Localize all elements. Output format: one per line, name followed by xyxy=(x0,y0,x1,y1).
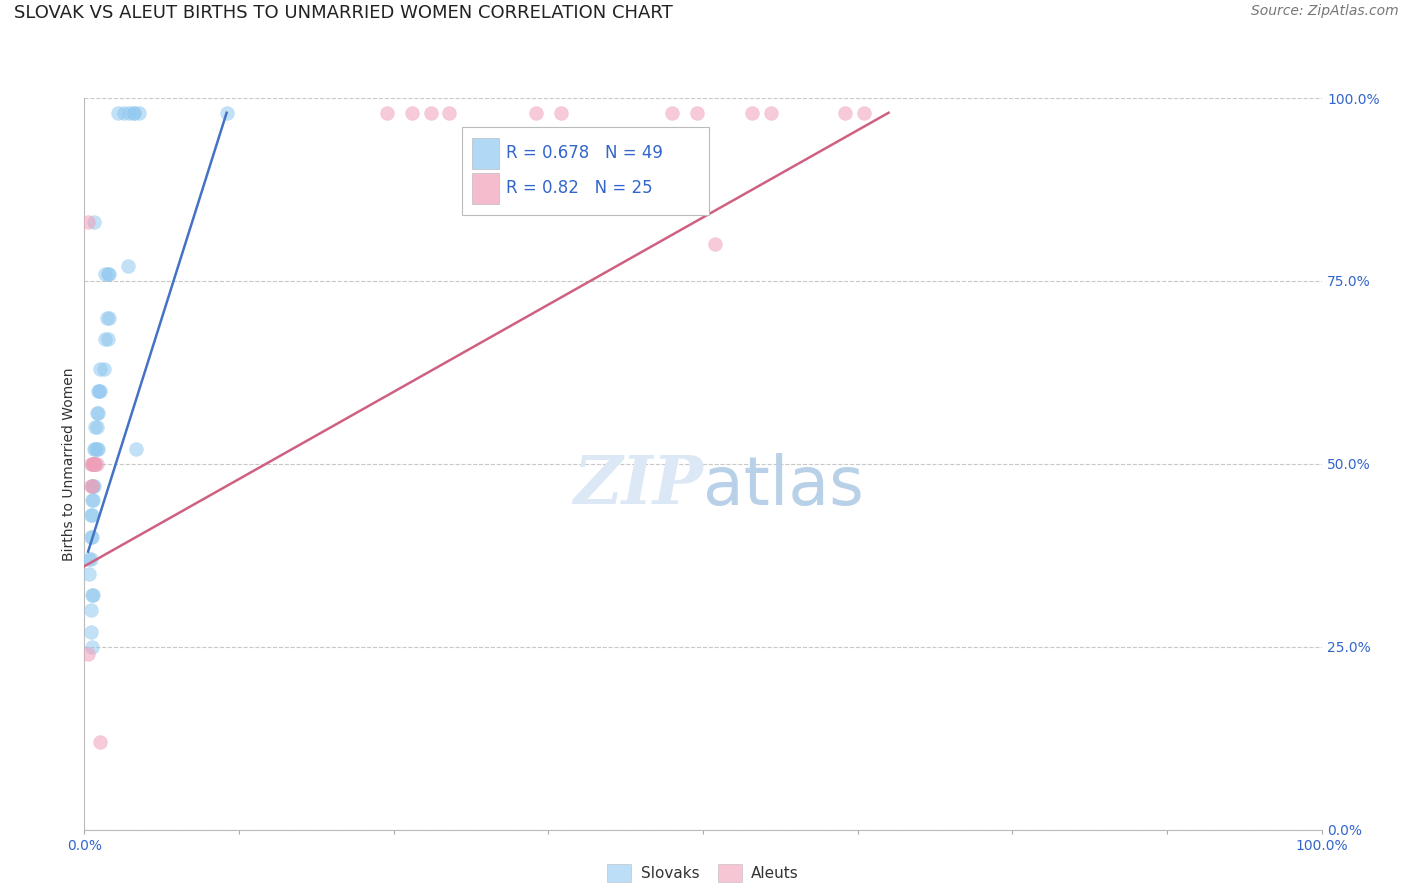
Point xyxy=(84,442,107,457)
Point xyxy=(80,530,103,544)
Point xyxy=(215,105,238,120)
Point xyxy=(86,420,108,434)
Point xyxy=(80,640,103,654)
Point xyxy=(82,457,104,471)
Text: Source: ZipAtlas.com: Source: ZipAtlas.com xyxy=(1251,4,1399,19)
Point xyxy=(79,457,101,471)
Point xyxy=(107,105,129,120)
Text: R = 0.678   N = 49: R = 0.678 N = 49 xyxy=(506,144,664,162)
Point xyxy=(377,105,399,120)
Point xyxy=(80,493,103,508)
Point xyxy=(439,105,461,120)
Y-axis label: Births to Unmarried Women: Births to Unmarried Women xyxy=(62,368,76,560)
Point xyxy=(83,442,105,457)
Point xyxy=(82,479,104,493)
Point xyxy=(122,105,145,120)
Point xyxy=(86,457,108,471)
Point xyxy=(419,105,441,120)
Point xyxy=(118,105,141,120)
Point xyxy=(79,566,101,581)
Point xyxy=(79,552,101,566)
Point xyxy=(80,479,103,493)
Point xyxy=(83,457,105,471)
Point xyxy=(84,457,107,471)
Point xyxy=(86,442,108,457)
Point xyxy=(84,420,107,434)
Legend: Slovaks, Aleuts: Slovaks, Aleuts xyxy=(600,858,806,888)
Point xyxy=(704,237,727,252)
Point xyxy=(79,603,101,617)
Point xyxy=(82,493,104,508)
Point xyxy=(79,625,101,640)
Point xyxy=(98,267,121,281)
Text: SLOVAK VS ALEUT BIRTHS TO UNMARRIED WOMEN CORRELATION CHART: SLOVAK VS ALEUT BIRTHS TO UNMARRIED WOME… xyxy=(14,4,673,22)
Point xyxy=(80,479,103,493)
Point xyxy=(80,508,103,522)
Point xyxy=(401,105,423,120)
Point xyxy=(86,406,108,420)
Point xyxy=(83,215,105,229)
Point xyxy=(852,105,875,120)
Point xyxy=(79,552,101,566)
Point xyxy=(97,267,120,281)
Text: ZIP: ZIP xyxy=(574,453,703,518)
Point xyxy=(112,105,135,120)
Text: atlas: atlas xyxy=(703,453,863,519)
Point xyxy=(94,333,117,347)
Point xyxy=(87,442,110,457)
Point xyxy=(82,457,104,471)
Point xyxy=(686,105,709,120)
Point xyxy=(741,105,763,120)
Point xyxy=(77,215,100,229)
Point xyxy=(128,105,150,120)
Point xyxy=(98,310,121,325)
Point xyxy=(87,406,110,420)
FancyBboxPatch shape xyxy=(471,138,499,169)
Point xyxy=(89,735,111,749)
FancyBboxPatch shape xyxy=(471,173,499,204)
Text: R = 0.82   N = 25: R = 0.82 N = 25 xyxy=(506,179,652,197)
FancyBboxPatch shape xyxy=(461,128,709,215)
Point xyxy=(93,361,115,376)
Point xyxy=(79,508,101,522)
Point xyxy=(84,457,107,471)
Point xyxy=(550,105,572,120)
Point xyxy=(834,105,856,120)
Point xyxy=(89,361,111,376)
Point xyxy=(80,457,103,471)
Point xyxy=(83,457,105,471)
Point xyxy=(82,589,104,603)
Point xyxy=(79,479,101,493)
Point xyxy=(79,530,101,544)
Point xyxy=(661,105,683,120)
Point xyxy=(97,333,120,347)
Point xyxy=(524,105,547,120)
Point xyxy=(125,442,148,457)
Point xyxy=(122,105,145,120)
Point xyxy=(759,105,782,120)
Point xyxy=(96,310,118,325)
Point xyxy=(83,479,105,493)
Point xyxy=(87,384,110,398)
Point xyxy=(89,384,111,398)
Point xyxy=(80,589,103,603)
Point xyxy=(94,267,117,281)
Point xyxy=(77,647,100,661)
Point xyxy=(89,384,111,398)
Point xyxy=(117,260,139,274)
